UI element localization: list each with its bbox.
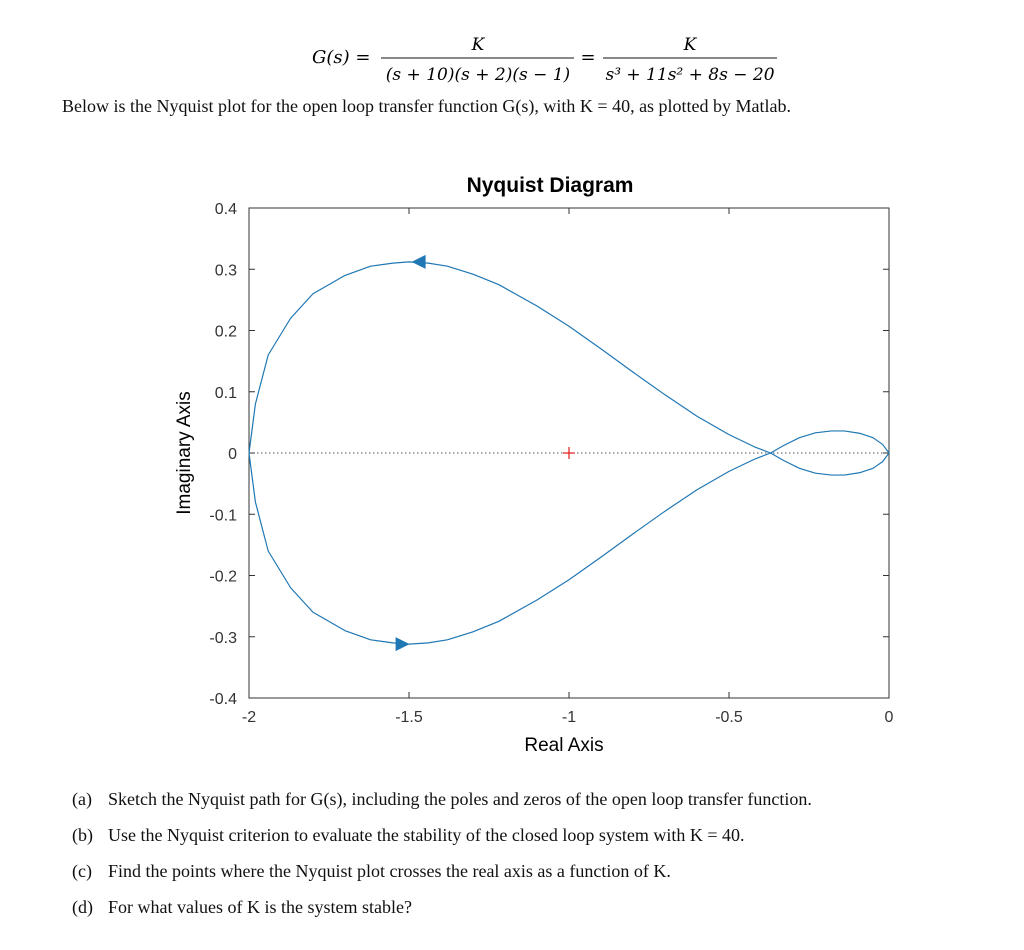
equation-numerator-2: K (683, 35, 698, 55)
question-list: (a) Sketch the Nyquist path for G(s), inc… (72, 786, 1012, 930)
y-tick-label: 0.3 (215, 262, 237, 279)
transfer-function-equation: G(s) = K (s + 10)(s + 2)(s − 1) = K s³ +… (312, 35, 777, 85)
question-a: (a) Sketch the Nyquist path for G(s), inc… (72, 786, 1012, 822)
intro-text: Below is the Nyquist plot for the open l… (62, 96, 792, 116)
nyquist-curve-negative (248, 430, 890, 645)
equation-equals: = (580, 47, 595, 68)
equation-lhs: G(s) = (312, 47, 370, 68)
equation-denominator-1: (s + 10)(s + 2)(s − 1) (386, 65, 570, 85)
question-c: (c) Find the points where the Nyquist plo… (72, 858, 1012, 894)
direction-arrow (411, 254, 426, 269)
question-text: Use the Nyquist criterion to evaluate th… (108, 825, 745, 845)
y-tick-label: -0.2 (209, 569, 237, 586)
nyquist-chart: Nyquist Diagram Real Axis Imaginary Axis… (174, 174, 894, 756)
question-label: (d) (72, 897, 93, 917)
x-tick-label: -1 (562, 709, 576, 726)
y-tick-label: -0.4 (209, 691, 237, 708)
plot-area: -2 -1.5 -1 -0.5 0 0.4 0.3 0.2 0.1 0 -0.1 -0.2 -0.3 -0… (209, 201, 893, 726)
question-d: (d) For what values of K is the system st… (72, 894, 1012, 930)
direction-arrow (395, 637, 410, 652)
question-text: Find the points where the Nyquist plot c… (108, 861, 671, 881)
chart-title: Nyquist Diagram (467, 174, 634, 197)
question-text: For what values of K is the system stabl… (108, 897, 412, 917)
equation-numerator-1: K (471, 35, 486, 55)
y-tick-label: 0.4 (215, 201, 237, 218)
nyquist-curve-positive (248, 261, 890, 476)
y-tick-label: -0.1 (209, 507, 237, 524)
y-tick-label: -0.3 (209, 630, 237, 647)
x-tick-label: 0 (885, 709, 894, 726)
y-tick-label: 0.2 (215, 324, 237, 341)
x-tick-label: -1.5 (395, 709, 423, 726)
y-tick-label: 0 (228, 446, 237, 463)
y-tick-label: 0.1 (215, 385, 237, 402)
question-label: (a) (72, 789, 92, 809)
equation-denominator-2: s³ + 11s² + 8s − 20 (605, 65, 774, 85)
y-axis-label: Imaginary Axis (174, 391, 195, 515)
x-tick-label: -0.5 (715, 709, 743, 726)
question-label: (b) (72, 825, 93, 845)
x-tick-label: -2 (242, 709, 256, 726)
question-b: (b) Use the Nyquist criterion to evaluate… (72, 822, 1012, 858)
x-axis-label: Real Axis (524, 735, 603, 756)
question-text: Sketch the Nyquist path for G(s), includ… (108, 789, 812, 809)
question-label: (c) (72, 861, 92, 881)
